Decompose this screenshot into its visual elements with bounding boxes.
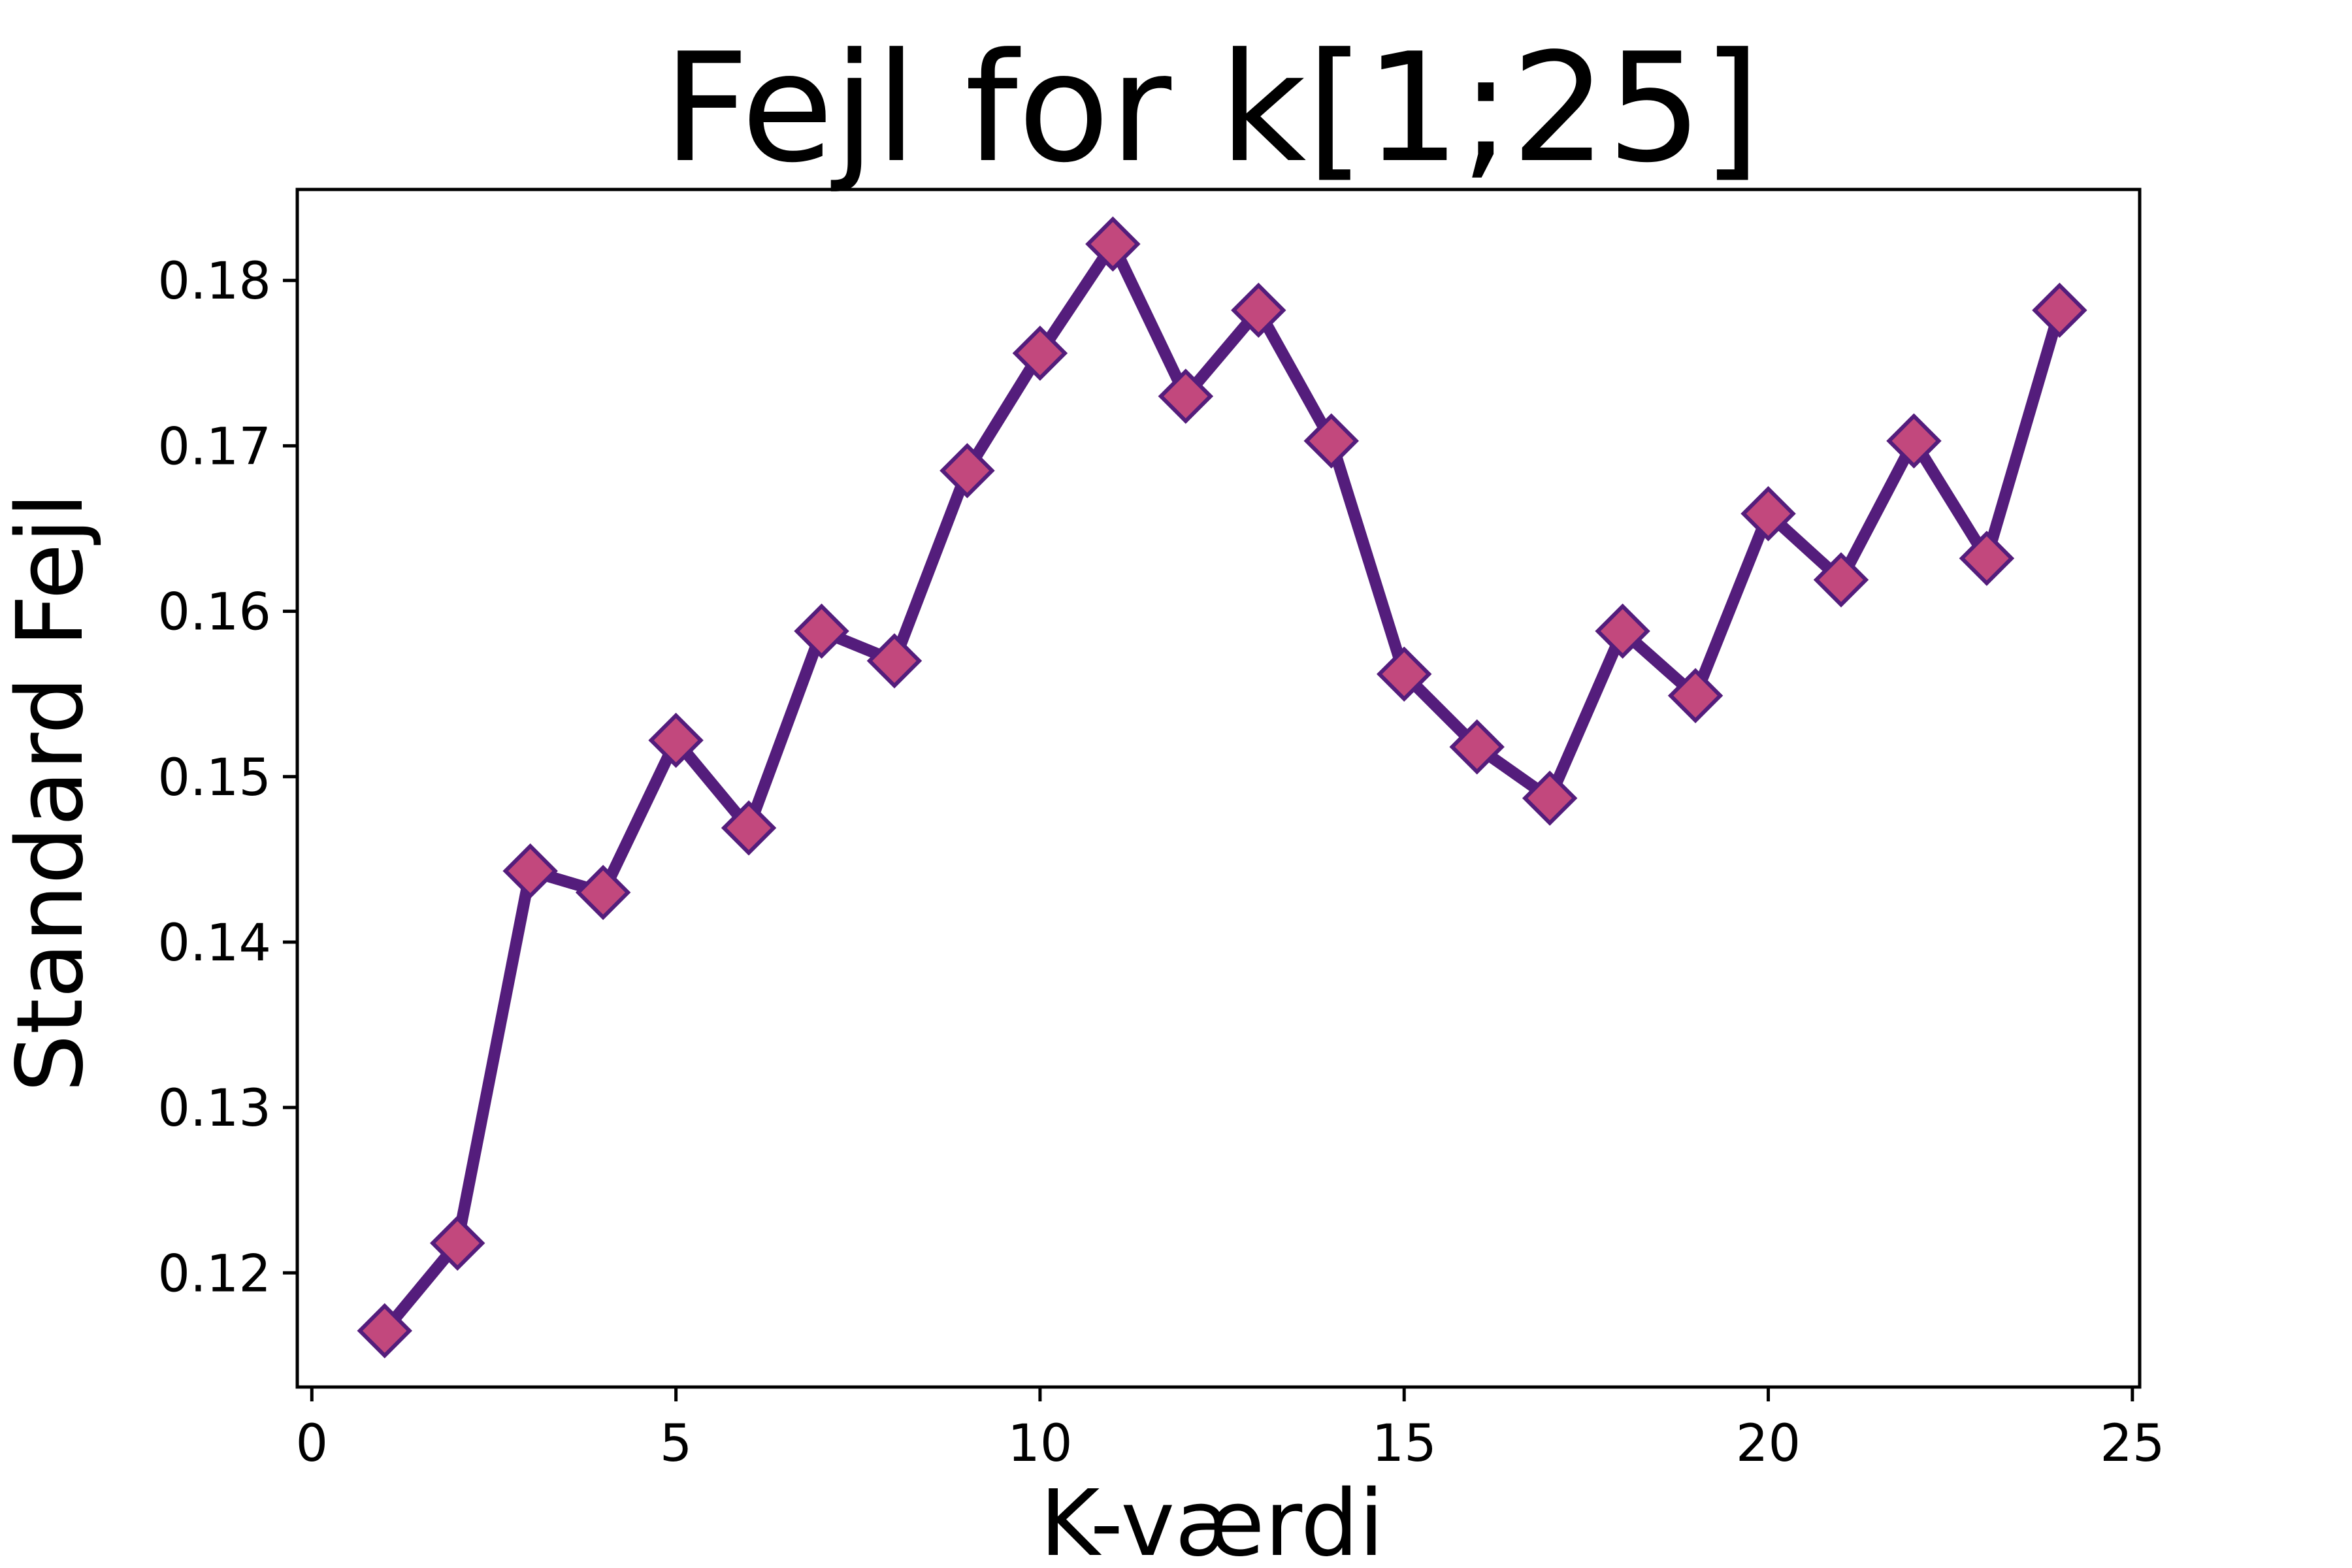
data-point (1595, 603, 1650, 659)
y-axis-label: Standard Fejl (0, 493, 104, 1092)
data-point (1959, 531, 2015, 586)
chart-title: Fejl for k[1;25] (663, 22, 1761, 196)
data-point (648, 712, 704, 768)
y-tick-label: 0.15 (157, 749, 271, 808)
x-tick-label: 10 (1007, 1414, 1072, 1473)
x-tick-label: 15 (1372, 1414, 1437, 1473)
data-point (429, 1215, 485, 1271)
data-point (1886, 413, 1942, 469)
data-point (1231, 282, 1286, 338)
y-tick-label: 0.14 (157, 914, 271, 973)
y-tick-label: 0.17 (157, 417, 271, 476)
x-tick-label: 5 (660, 1414, 693, 1473)
plot-frame (295, 188, 2142, 1389)
data-point (575, 864, 631, 921)
axes: 0 5 10 15 20 25 0.12 0.13 0.14 0.15 0.16 0.17 0.18 (157, 188, 2164, 1473)
data-point (1303, 413, 1360, 469)
data-point (1667, 668, 1723, 723)
data-point (1376, 646, 1432, 702)
plot-area (357, 216, 2087, 1359)
y-tick-label: 0.13 (157, 1079, 271, 1138)
data-point (502, 843, 558, 899)
data-point (1522, 770, 1578, 826)
data-point (721, 800, 777, 856)
data-point (1813, 552, 1869, 608)
x-axis-label: K-værdi (1039, 1471, 1384, 1568)
data-point (357, 1303, 412, 1359)
data-point (1012, 325, 1068, 381)
x-tick-label: 0 (295, 1414, 328, 1473)
x-tick-label: 25 (2100, 1414, 2164, 1473)
y-tick-label: 0.12 (157, 1245, 271, 1303)
data-point (1740, 485, 1796, 542)
x-tick-label: 20 (1736, 1414, 1801, 1473)
data-point (2032, 282, 2087, 338)
data-point (939, 443, 995, 498)
data-point (1158, 368, 1214, 424)
data-point (794, 603, 849, 659)
data-point (1449, 719, 1505, 775)
data-point (866, 633, 923, 689)
y-tick-label: 0.16 (157, 583, 271, 642)
data-point (1085, 216, 1141, 272)
series-line (380, 232, 2066, 1335)
y-tick-label: 0.18 (157, 252, 271, 311)
